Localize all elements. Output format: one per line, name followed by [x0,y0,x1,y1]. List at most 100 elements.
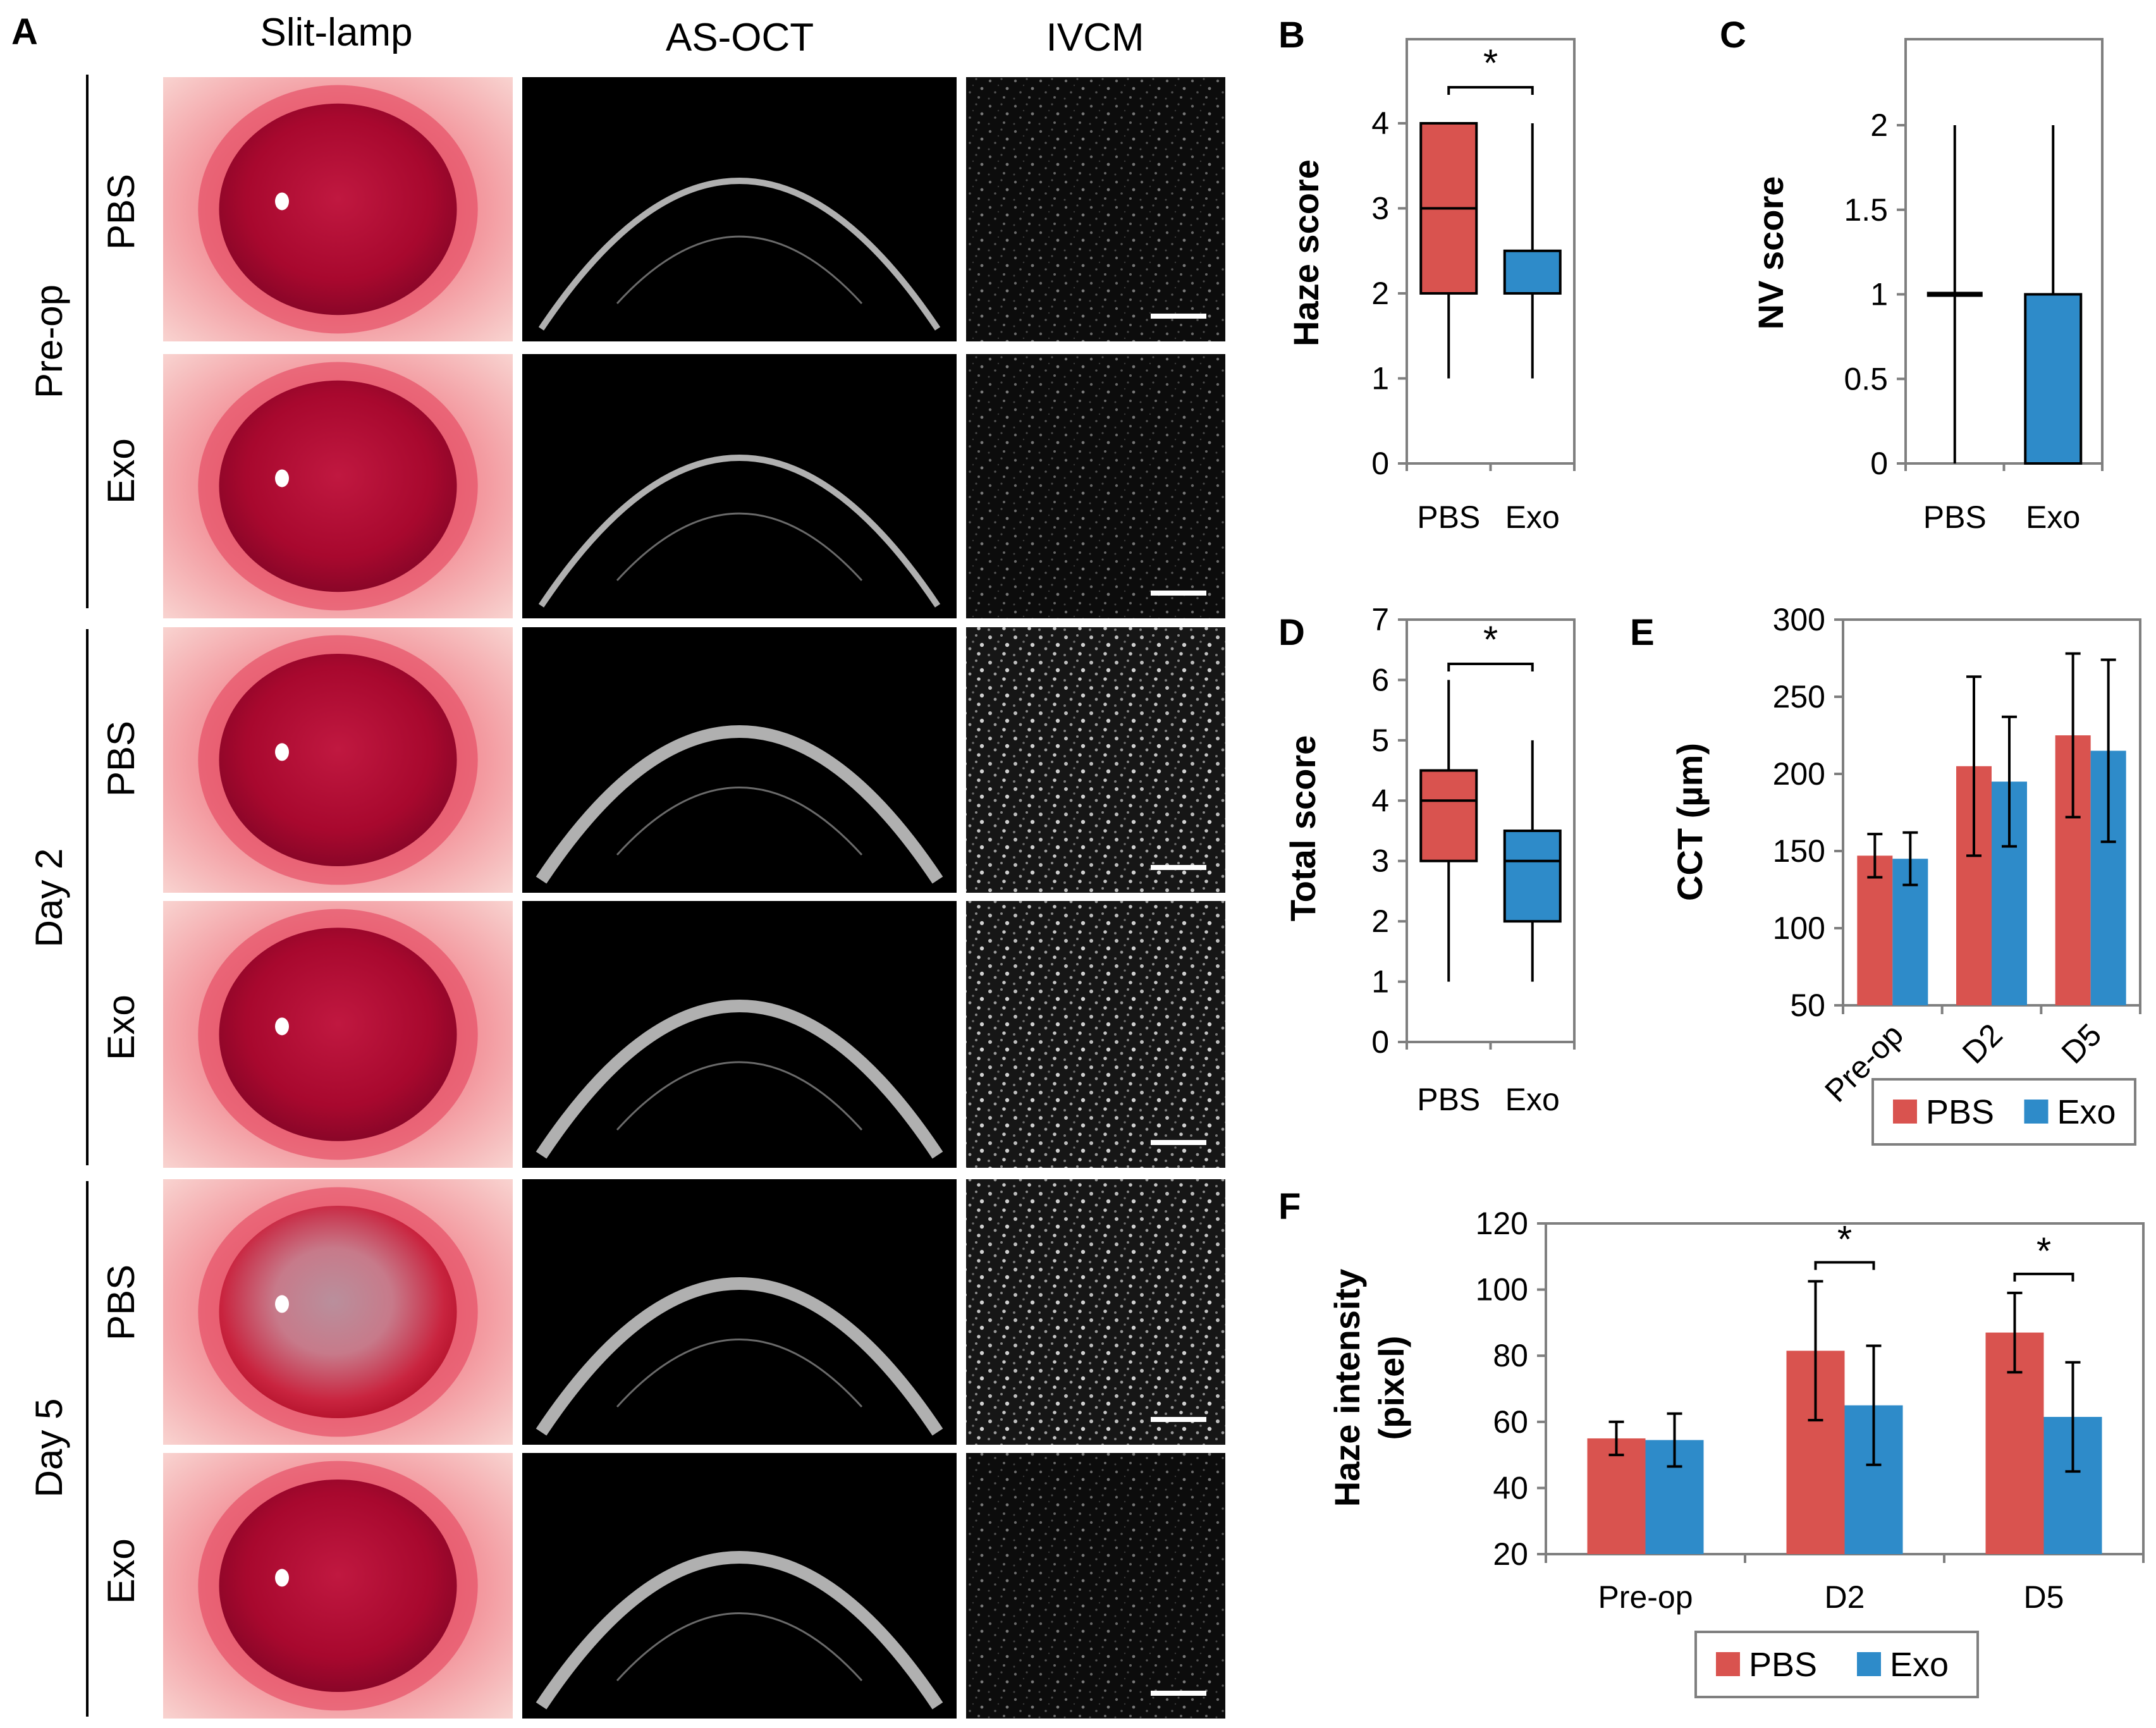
legend-label-exo: Exo [2057,1093,2116,1131]
y-axis-label: Haze score [1286,159,1326,346]
y-tick-label: 80 [1493,1338,1528,1373]
panel-letter: C [1720,15,1746,56]
as-oct-image [522,77,957,341]
group-label-exo-day-5: Exo [100,1538,142,1603]
as-oct-background [522,354,957,618]
y-tick-label: 4 [1371,783,1389,818]
box-exo [2024,293,2083,465]
legend-frame [1694,1631,1979,1698]
y-tick-label: 1 [1371,361,1389,396]
slit-lamp-reflex [275,469,290,487]
slit-lamp-reflex [275,192,290,211]
significance-bracket [1447,86,1534,95]
y-tick-label: 2 [1371,904,1389,939]
ivcm-image [966,1453,1225,1719]
as-oct-background [522,77,957,341]
slit-lamp-image [163,1453,513,1719]
bar-pbs-pre-op [1587,1438,1646,1554]
as-oct-lens-arc [616,235,863,305]
legend-swatch-exo [2024,1100,2049,1124]
x-category-label: D2 [1956,1017,2009,1070]
y-tick-label: 3 [1371,191,1389,226]
y-tick-label: 100 [1773,910,1825,946]
y-tick-label: 4 [1371,106,1389,141]
legend-label-pbs: PBS [1926,1093,1994,1131]
x-category-label: D2 [1825,1579,1865,1615]
box-exo [1503,830,1562,923]
panel-a: A Slit-lamp AS-OCT IVCM Pre-op Day 2 Day… [11,11,1225,1719]
y-tick-label: 40 [1493,1470,1528,1505]
box-pbs [1419,769,1478,862]
ivcm-image [966,1179,1225,1445]
as-oct-image [522,1453,957,1719]
panel-d: D 0 1 2 3 4 5 6 7 PBS Exo * Total score [1278,602,1576,1117]
slit-lamp-cornea [219,654,457,866]
y-axis-label: Haze intensity [1327,1269,1367,1507]
y-tick-label: 2 [1870,107,1888,143]
ivcm-background [966,1179,1225,1445]
x-category-label: D5 [2055,1017,2109,1070]
as-oct-lens-arc [616,512,863,582]
x-category-label: Pre-op [1598,1579,1693,1615]
panel-b: B 0 1 2 3 4 PBS Exo * Haze score [1278,15,1576,535]
ivcm-image [966,77,1225,341]
as-oct-lens-arc [616,787,863,856]
significance-star: * [2037,1230,2051,1272]
ivcm-image [966,627,1225,893]
bar-pbs-pre-op [1857,855,1893,1005]
slit-lamp-image [163,77,513,341]
as-oct-background [522,901,957,1168]
ivcm-image [966,354,1225,618]
slit-lamp-cornea [219,1206,457,1418]
slit-lamp-cornea [219,928,457,1141]
y-axis-label: Total score [1283,735,1323,922]
as-oct-lens-arc [616,1339,863,1408]
y-tick-label: 6 [1371,662,1389,697]
slit-lamp-image [163,627,513,893]
panel-letter: E [1630,612,1655,653]
legend: PBS Exo [1694,1631,1979,1698]
ivcm-background [966,77,1225,341]
slit-lamp-reflex [275,1295,290,1313]
as-oct-image [522,1179,957,1445]
as-oct-background [522,1453,957,1719]
legend: PBS Exo [1871,1078,2136,1146]
slit-lamp-reflex [275,1017,290,1036]
y-tick-label: 0 [1371,1024,1389,1060]
group-label-exo-day-2: Exo [100,995,142,1060]
y-tick-label: 1 [1870,277,1888,312]
group-label-pbs-pre-op: PBS [100,174,142,250]
legend-label-exo: Exo [1890,1646,1949,1684]
slit-lamp-reflex [275,1569,290,1587]
y-tick-label: 0 [1870,446,1888,481]
ivcm-background [966,901,1225,1168]
y-tick-label: 0.5 [1844,361,1888,396]
y-tick-label: 1 [1371,964,1389,1000]
as-oct-cornea-arc [536,725,943,884]
image-grid [163,77,1225,1719]
column-header-slit-lamp: Slit-lamp [260,11,412,54]
panel-c: C 0 0.5 1 1.5 2 PBS Exo NV score [1720,15,2104,535]
x-category-label: D5 [2024,1579,2064,1615]
timepoint-label-day-5: Day 5 [28,1399,70,1498]
timepoint-label-day-2: Day 2 [28,849,70,948]
panel-letter: F [1278,1186,1301,1227]
slit-lamp-cornea [219,380,457,592]
as-oct-cornea-arc [536,1000,943,1159]
panel-letter: B [1278,15,1305,56]
significance-star: * [1483,42,1498,84]
x-category-label: PBS [1417,499,1480,535]
as-oct-lens-arc [616,1612,863,1682]
ivcm-image [966,901,1225,1168]
slit-lamp-image [163,901,513,1168]
as-oct-cornea-arc [536,1277,943,1436]
y-tick-label: 150 [1773,833,1825,869]
ivcm-background [966,1453,1225,1719]
slit-lamp-image [163,354,513,618]
ivcm-background [966,354,1225,618]
y-tick-label: 0 [1371,446,1389,481]
y-tick-label: 60 [1493,1404,1528,1440]
y-tick-label: 50 [1790,988,1825,1023]
y-tick-label: 5 [1371,723,1389,758]
box-exo [1503,249,1562,295]
